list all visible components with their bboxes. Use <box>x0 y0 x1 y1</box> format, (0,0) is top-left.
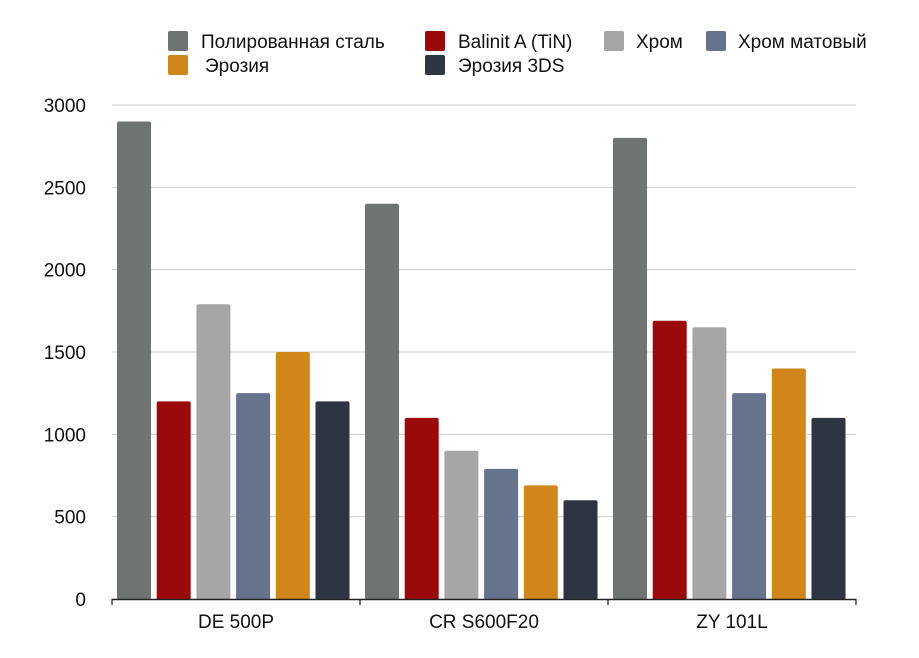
bar-2-1 <box>652 320 687 599</box>
bar-1-3 <box>484 468 519 599</box>
y-tick-label: 0 <box>75 590 86 611</box>
bar-1-0 <box>365 203 399 600</box>
x-category-label: ZY 101L <box>696 612 767 633</box>
legend-label: Хром матовый <box>738 32 867 53</box>
bar-2-3 <box>732 393 767 599</box>
y-tick-label: 3000 <box>44 96 86 117</box>
legend: Полированная сталь Balinit A (TiN) Хром Хро… <box>168 31 867 77</box>
bar-1-1 <box>404 417 439 599</box>
y-tick-label: 1000 <box>44 425 86 446</box>
y-tick-label: 2500 <box>44 178 86 199</box>
legend-swatch <box>425 55 445 75</box>
bars <box>117 121 846 600</box>
bar-0-0 <box>117 121 151 599</box>
y-axis-ticks: 0 500 1000 1500 2000 2500 3000 <box>44 96 86 611</box>
legend-label: Эрозия 3DS <box>458 56 564 77</box>
bar-2-2 <box>692 327 727 599</box>
legend-swatch <box>706 31 726 51</box>
bar-1-5 <box>563 500 598 599</box>
bar-0-3 <box>236 393 271 599</box>
bar-0-1 <box>156 401 191 599</box>
legend-label: Хром <box>636 32 683 53</box>
bar-2-5 <box>811 417 846 599</box>
legend-label: Полированная сталь <box>201 32 385 53</box>
legend-label: Balinit A (TiN) <box>458 32 572 53</box>
y-tick-label: 500 <box>54 508 86 529</box>
x-axis <box>111 598 857 605</box>
bar-1-2 <box>444 450 479 599</box>
x-category-label: DE 500P <box>198 612 274 633</box>
gridlines <box>112 104 856 518</box>
y-tick-label: 1500 <box>44 343 86 364</box>
bar-2-4 <box>771 368 806 599</box>
legend-swatch <box>168 31 188 51</box>
bar-0-4 <box>275 352 310 599</box>
x-axis-categories: DE 500P CR S600F20 ZY 101L <box>198 612 768 633</box>
legend-label: Эрозия <box>205 56 269 77</box>
y-tick-label: 2000 <box>44 261 86 282</box>
legend-swatch <box>168 55 188 75</box>
bar-0-5 <box>315 401 350 599</box>
legend-swatch <box>425 31 445 51</box>
bar-0-2 <box>196 304 231 599</box>
bar-2-0 <box>613 137 647 599</box>
legend-swatch <box>604 31 624 51</box>
bar-1-4 <box>523 485 558 599</box>
x-category-label: CR S600F20 <box>429 612 539 633</box>
